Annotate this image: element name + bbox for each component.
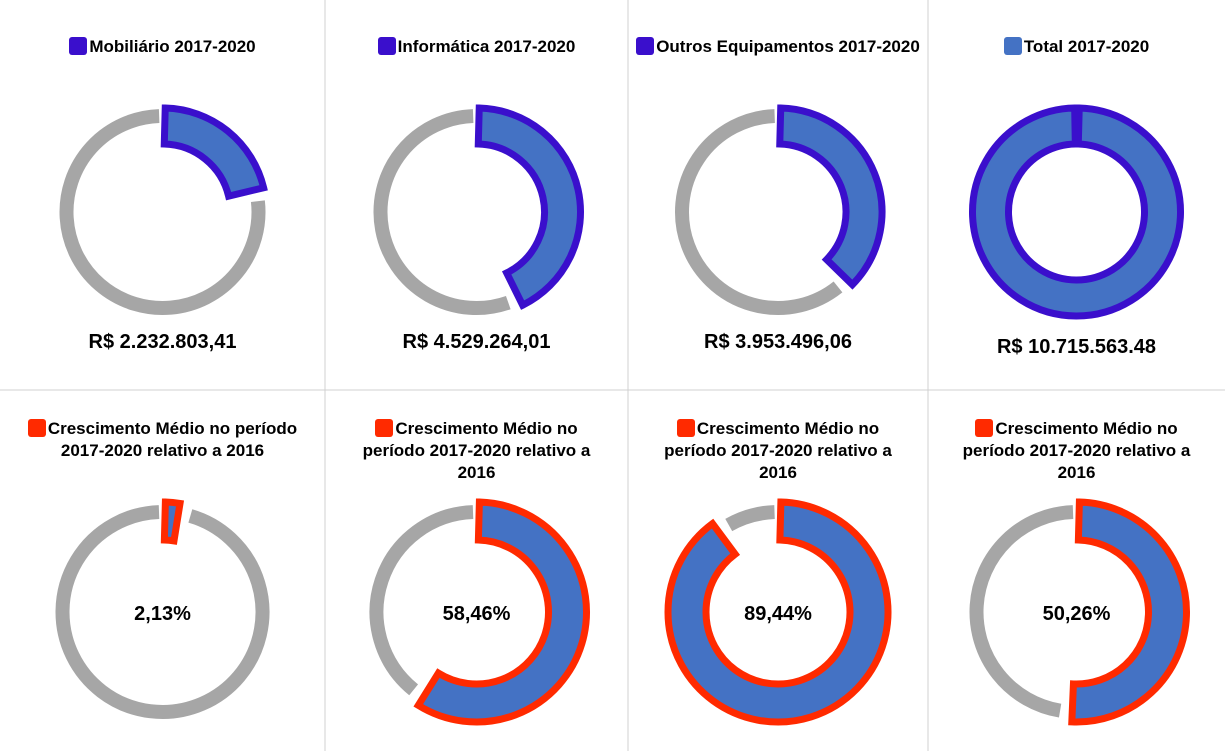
chart-title: Mobiliário 2017-2020 — [5, 36, 320, 58]
donut-remainder — [369, 505, 474, 696]
legend-swatch — [27, 419, 46, 437]
title-text: Informática 2017-2020 — [397, 37, 576, 56]
chart-title: Total 2017-2020 — [933, 36, 1220, 58]
donut-remainder — [373, 109, 511, 315]
donut-arc — [664, 498, 892, 726]
value-label: R$ 4.529.264,01 — [403, 331, 551, 353]
title-text: Total 2017-2020 — [1023, 37, 1150, 56]
chart-title: Crescimento Médio no período 2017-2020 r… — [5, 418, 320, 462]
chart-title: Crescimento Médio no período 2017-2020 r… — [330, 418, 623, 484]
chart-title: Crescimento Médio no período 2017-2020 r… — [633, 418, 923, 484]
value-label: 89,44% — [744, 603, 812, 625]
donut-arc — [160, 104, 268, 201]
title-text: Outros Equipamentos 2017-2020 — [656, 37, 920, 56]
title-text: Crescimento Médio no período 2017-2020 r… — [664, 419, 892, 482]
legend-swatch — [377, 37, 396, 55]
donut-remainder — [59, 109, 266, 315]
donut-remainder — [675, 109, 843, 315]
chart-title: Outros Equipamentos 2017-2020 — [633, 36, 923, 58]
title-text: Mobiliário 2017-2020 — [89, 37, 256, 56]
legend-swatch — [375, 419, 394, 437]
donut-arc — [160, 498, 185, 545]
donut-arc — [776, 104, 886, 290]
chart-title: Crescimento Médio no período 2017-2020 r… — [933, 418, 1220, 484]
legend-swatch — [636, 37, 655, 55]
donut-remainder — [969, 505, 1074, 718]
legend-swatch — [69, 37, 88, 55]
value-label: 2,13% — [134, 603, 191, 625]
value-label: 58,46% — [443, 603, 511, 625]
donut-remainder — [55, 505, 270, 719]
donut-arc — [413, 498, 590, 726]
chart-title: Informática 2017-2020 — [330, 36, 623, 58]
value-label: R$ 3.953.496,06 — [704, 331, 852, 353]
donut-remainder — [725, 505, 775, 532]
title-text: Crescimento Médio no período 2017-2020 r… — [362, 419, 591, 482]
value-label: R$ 10.715.563.48 — [997, 336, 1156, 358]
title-text: Crescimento Médio no período 2017-2020 r… — [962, 419, 1191, 482]
value-label: 50,26% — [1043, 603, 1111, 625]
legend-swatch — [676, 419, 695, 437]
donut-arc — [969, 104, 1184, 320]
legend-swatch — [975, 419, 994, 437]
legend-swatch — [1003, 37, 1022, 55]
title-text: Crescimento Médio no período 2017-2020 r… — [47, 419, 298, 460]
value-label: R$ 2.232.803,41 — [89, 331, 237, 353]
donut-arc — [1068, 498, 1190, 726]
donut-arc — [474, 104, 584, 310]
